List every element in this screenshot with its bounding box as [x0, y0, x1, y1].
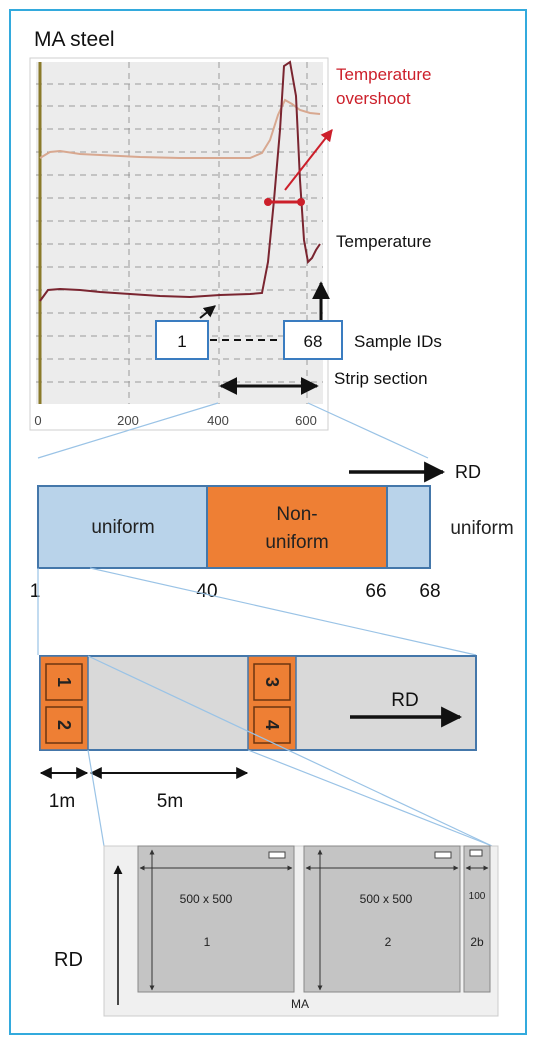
strip-ticks: 1 40 66 68	[30, 581, 441, 602]
overshoot-label-line1: Temperature	[336, 65, 431, 84]
overshoot-start-dot	[264, 198, 272, 206]
panel-1-id: 1	[204, 935, 211, 949]
panel-2-marker	[434, 851, 452, 859]
zoom-line	[37, 402, 219, 459]
sample-id-label: 3	[262, 677, 282, 687]
strip-tick: 66	[365, 581, 386, 602]
temperature-label: Temperature	[336, 232, 431, 251]
plate-rd-label: RD	[54, 949, 83, 971]
sample-ids-label: Sample IDs	[354, 332, 442, 351]
zoom-line	[247, 749, 493, 847]
dim-5m-label: 5m	[157, 791, 183, 812]
sample-block-right	[247, 655, 297, 751]
sample-start-arrow	[199, 305, 216, 319]
panel-2-size: 500 x 500	[360, 892, 413, 906]
overshoot-end-dot	[297, 198, 305, 206]
sample-id-end: 68	[304, 332, 323, 351]
x-tick-label: 200	[117, 413, 139, 428]
overshoot-label-line2: overshoot	[336, 89, 411, 108]
panel-2b-marker	[469, 849, 483, 857]
auxiliary-curve	[39, 98, 321, 159]
sample-id-start: 1	[177, 332, 186, 351]
uniform-right-label: uniform	[450, 518, 513, 539]
uniform-left-label: uniform	[91, 517, 154, 538]
x-tick-label: 0	[34, 413, 41, 428]
sample-block-left	[39, 655, 89, 751]
sample-id-end-box	[283, 320, 343, 360]
x-tick-label: 400	[207, 413, 229, 428]
section-rd-label: RD	[391, 690, 418, 711]
sample-id-label: 2	[54, 720, 74, 730]
temperature-curve	[39, 60, 321, 302]
strip-tick: 68	[419, 581, 440, 602]
x-tick-label: 600	[295, 413, 317, 428]
material-label: MA	[291, 997, 309, 1011]
panel-1-size: 500 x 500	[180, 892, 233, 906]
sample-id-label: 1	[54, 677, 74, 687]
strip-tick: 1	[30, 581, 41, 602]
strip-section-label: Strip section	[334, 369, 428, 388]
strip-nonuniform-segment	[207, 487, 387, 567]
panel-2-id: 2	[385, 935, 392, 949]
nonuniform-label-line1: Non-	[276, 504, 317, 525]
panel-2b-dim: 100	[469, 891, 486, 902]
plot-x-ticks: 0 200 400 600	[34, 413, 316, 428]
panel-2b-id: 2b	[470, 935, 484, 949]
panel-1-marker	[268, 851, 286, 859]
dim-1m-label: 1m	[49, 791, 75, 812]
figure-title: MA steel	[34, 28, 115, 51]
sample-id-label: 4	[262, 720, 282, 730]
nonuniform-label-line2: uniform	[265, 532, 328, 553]
zoom-line	[87, 749, 105, 847]
overshoot-arrow	[284, 129, 333, 191]
strip-tick: 40	[196, 581, 217, 602]
zoom-line	[89, 567, 477, 656]
zoom-line	[87, 655, 493, 847]
sample-id-start-box	[155, 320, 209, 360]
plot-gridlines	[36, 62, 323, 404]
zoom-line	[307, 402, 429, 459]
strip-rd-label: RD	[455, 462, 481, 482]
